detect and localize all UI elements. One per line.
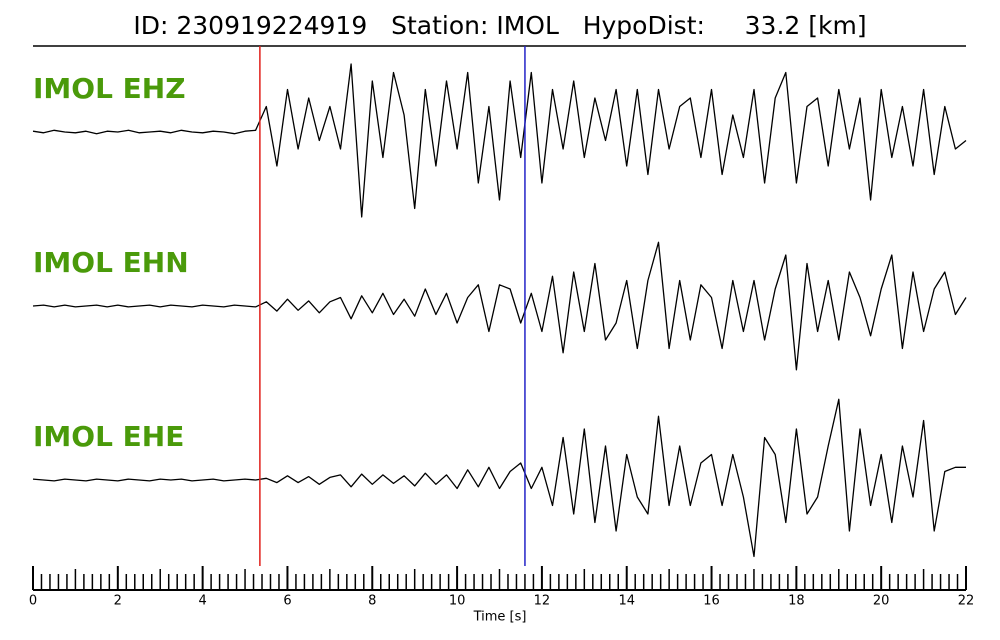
x-tick-label: 2 — [114, 594, 122, 609]
trace-label: IMOL EHZ — [33, 72, 186, 105]
trace-label: IMOL EHN — [33, 246, 189, 279]
x-tick-label: 12 — [534, 594, 551, 609]
x-tick-label: 6 — [283, 594, 291, 609]
x-tick-label: 20 — [873, 594, 890, 609]
x-tick-label: 22 — [958, 594, 975, 609]
chart-title: ID: 230919224919 Station: IMOL HypoDist:… — [133, 11, 866, 40]
trace — [32, 63, 967, 218]
trace-label: IMOL EHE — [33, 420, 184, 453]
trace — [32, 398, 966, 558]
trace — [32, 241, 967, 371]
x-tick-label: 0 — [29, 594, 37, 609]
x-tick-label: 14 — [618, 594, 635, 609]
x-axis-label: Time [s] — [473, 610, 527, 625]
x-tick-label: 16 — [703, 594, 720, 609]
x-tick-label: 8 — [368, 594, 376, 609]
x-tick-label: 10 — [449, 594, 466, 609]
x-tick-label: 4 — [198, 594, 206, 609]
x-tick-label: 18 — [788, 594, 805, 609]
